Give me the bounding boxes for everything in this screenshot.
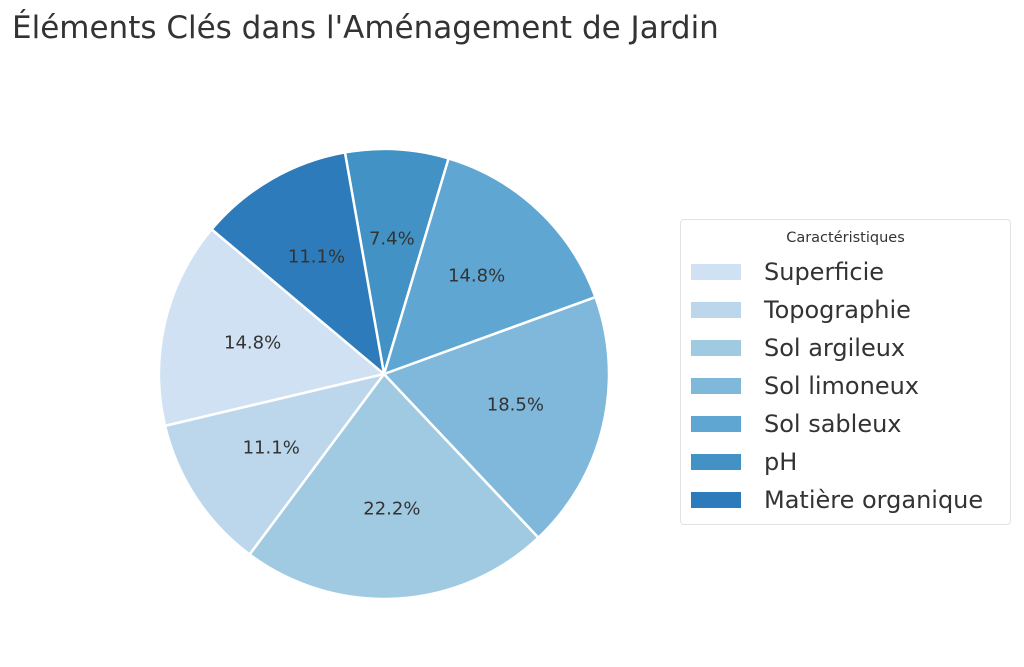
legend-label: Matière organique [764, 486, 984, 514]
legend-swatch [691, 454, 741, 470]
legend-swatch [691, 264, 741, 280]
legend-swatch [691, 302, 741, 318]
legend-item-matiere-organique: Matière organique [691, 485, 983, 515]
chart-title: Éléments Clés dans l'Aménagement de Jard… [12, 10, 719, 46]
slice-percent-label: 18.5% [487, 395, 544, 416]
slice-percent-label: 11.1% [243, 438, 300, 459]
legend-item-sol-sableux: Sol sableux [691, 409, 902, 439]
legend-label: Sol limoneux [764, 372, 920, 400]
legend-swatch [691, 492, 741, 508]
legend-label: pH [764, 448, 798, 476]
slice-percent-label: 7.4% [369, 229, 415, 250]
legend-item-superficie: Superficie [691, 257, 884, 287]
legend-swatch [691, 340, 741, 356]
legend-item-sol-argileux: Sol argileux [691, 333, 905, 363]
legend-title: Caractéristiques [786, 230, 905, 246]
pie-slice [210, 151, 386, 376]
legend-swatch [691, 378, 741, 394]
legend-item-ph: pH [691, 447, 797, 477]
slice-percent-label: 11.1% [288, 247, 345, 268]
slice-percent-label: 14.8% [448, 265, 505, 286]
pie-slice [382, 295, 611, 539]
pie-slice [382, 157, 597, 376]
legend-swatch [691, 416, 741, 432]
legend-label: Topographie [764, 296, 911, 324]
legend-item-sol-limoneux: Sol limoneux [691, 371, 919, 401]
pie-slice [163, 372, 386, 556]
legend-label: Sol argileux [764, 334, 906, 362]
pie-slice [248, 372, 540, 601]
legend-label: Sol sableux [764, 410, 902, 438]
pie-slice [157, 228, 386, 428]
legend-item-topographie: Topographie [691, 295, 911, 325]
slice-percent-label: 22.2% [363, 498, 420, 519]
legend-label: Superficie [764, 258, 885, 286]
slice-percent-label: 14.8% [224, 332, 281, 353]
legend: Caractéristiques Superficie Topographie … [680, 219, 1011, 525]
pie-slice [343, 147, 450, 376]
